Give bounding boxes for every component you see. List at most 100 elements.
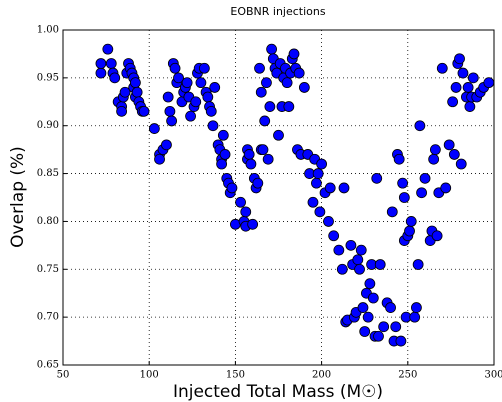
point: [311, 177, 322, 189]
point: [457, 67, 469, 79]
point: [409, 311, 421, 323]
point: [440, 182, 452, 194]
point: [240, 206, 252, 218]
y-tick-label: 0.70: [37, 312, 59, 323]
point: [367, 292, 379, 304]
point: [198, 62, 210, 74]
point: [405, 216, 417, 227]
plot-frame: [62, 29, 495, 366]
point: [373, 330, 384, 342]
point: [414, 120, 426, 132]
point: [190, 96, 202, 108]
point: [131, 86, 143, 98]
point: [273, 129, 284, 141]
point: [357, 302, 369, 313]
point: [450, 82, 462, 93]
point: [298, 82, 310, 93]
point: [102, 43, 114, 55]
point: [386, 206, 398, 218]
y-tick-label: 0.75: [37, 264, 59, 275]
point: [209, 82, 221, 93]
point: [138, 105, 150, 117]
point: [105, 58, 117, 69]
point: [428, 153, 440, 165]
point: [185, 110, 196, 122]
point: [448, 149, 460, 160]
point: [95, 58, 107, 69]
point: [252, 177, 264, 189]
point: [288, 48, 300, 60]
point: [216, 158, 228, 170]
point: [462, 82, 474, 93]
point: [404, 225, 415, 237]
point: [333, 244, 345, 256]
point: [181, 77, 193, 89]
point: [395, 335, 407, 347]
point: [385, 302, 396, 313]
point: [316, 158, 328, 170]
point: [464, 101, 476, 112]
point: [130, 77, 141, 89]
y-axis-label: Overlap (%): [8, 146, 28, 248]
point: [307, 196, 319, 208]
y-tick-label: 1.00: [37, 25, 59, 36]
x-tick-label: 300: [484, 370, 502, 381]
point: [359, 326, 371, 337]
point: [293, 67, 305, 79]
point: [411, 302, 422, 313]
point: [95, 67, 107, 79]
point: [243, 149, 255, 160]
point: [166, 115, 178, 127]
point: [261, 77, 272, 89]
point: [412, 259, 424, 270]
point: [454, 53, 465, 65]
point: [264, 101, 276, 112]
y-tick-label: 0.85: [37, 168, 59, 179]
point: [254, 62, 265, 74]
x-tick-label: 100: [140, 370, 159, 381]
point: [429, 144, 441, 156]
y-tick-label: 0.95: [37, 72, 59, 83]
point: [323, 216, 334, 227]
point: [119, 86, 131, 98]
point: [345, 239, 357, 251]
chart-title: EOBNR injections: [230, 5, 325, 18]
point: [281, 77, 293, 89]
point: [374, 259, 386, 270]
point: [371, 172, 383, 184]
point: [169, 62, 181, 74]
point: [436, 62, 448, 74]
y-tick-label: 0.90: [37, 120, 59, 131]
point: [393, 153, 405, 165]
point: [164, 105, 176, 117]
point: [397, 177, 409, 189]
point: [262, 153, 274, 165]
point: [247, 218, 259, 230]
point: [398, 192, 410, 203]
point: [161, 139, 172, 151]
point: [355, 244, 367, 256]
point: [364, 278, 376, 290]
x-tick-label: 250: [398, 370, 417, 381]
point: [207, 120, 219, 132]
point: [336, 263, 348, 275]
point: [314, 206, 326, 218]
point: [312, 168, 324, 179]
point: [431, 230, 443, 242]
point: [255, 86, 267, 98]
point: [195, 77, 207, 89]
point: [202, 91, 214, 103]
point: [154, 153, 165, 165]
point: [378, 321, 390, 333]
y-tick-label: 0.65: [37, 360, 59, 371]
point: [362, 311, 374, 323]
x-tick-label: 50: [57, 370, 70, 381]
point: [116, 105, 128, 117]
point: [447, 96, 459, 108]
point: [173, 72, 184, 84]
y-tick-label: 0.80: [37, 216, 59, 227]
point: [324, 182, 336, 194]
point: [235, 196, 246, 208]
point: [483, 77, 495, 89]
